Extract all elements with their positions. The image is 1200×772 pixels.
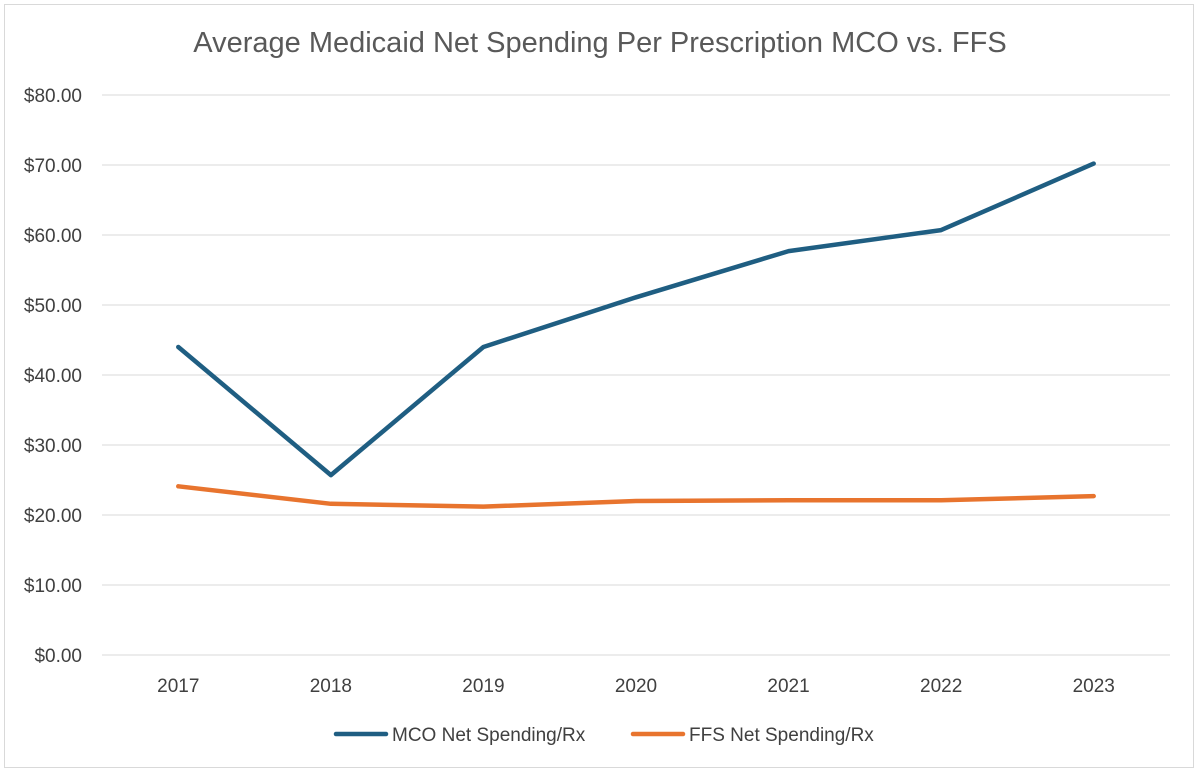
x-axis-tick-labels: 2017 2018 2019 2020 2021 2022 2023 <box>157 676 1115 697</box>
y-tick-label: $60.00 <box>24 226 82 247</box>
y-tick-label: $30.00 <box>24 436 82 457</box>
x-tick-label: 2021 <box>767 676 809 697</box>
y-tick-label: $50.00 <box>24 296 82 317</box>
y-tick-label: $10.00 <box>24 576 82 597</box>
x-tick-label: 2022 <box>920 676 962 697</box>
y-axis-tick-labels: $0.00 $10.00 $20.00 $30.00 $40.00 $50.00 $60.0… <box>24 86 82 667</box>
x-tick-label: 2018 <box>310 676 352 697</box>
x-tick-label: 2023 <box>1073 676 1115 697</box>
x-tick-label: 2019 <box>462 676 504 697</box>
y-tick-label: $80.00 <box>24 86 82 107</box>
y-tick-label: $0.00 <box>34 646 82 667</box>
x-tick-label: 2020 <box>615 676 657 697</box>
legend-label: FFS Net Spending/Rx <box>689 725 874 746</box>
x-tick-label: 2017 <box>157 676 199 697</box>
y-tick-label: $70.00 <box>24 156 82 177</box>
gridlines <box>102 94 1170 656</box>
y-tick-label: $20.00 <box>24 506 82 527</box>
chart-title: Average Medicaid Net Spending Per Prescr… <box>193 27 1006 59</box>
legend: MCO Net Spending/Rx FFS Net Spending/Rx <box>333 725 874 746</box>
legend-label: MCO Net Spending/Rx <box>392 725 586 746</box>
mco-series-line <box>176 161 1096 478</box>
chart-area <box>4 4 1194 768</box>
y-tick-label: $40.00 <box>24 366 82 387</box>
series-lines <box>176 161 1096 509</box>
ffs-series-line <box>176 484 1096 509</box>
